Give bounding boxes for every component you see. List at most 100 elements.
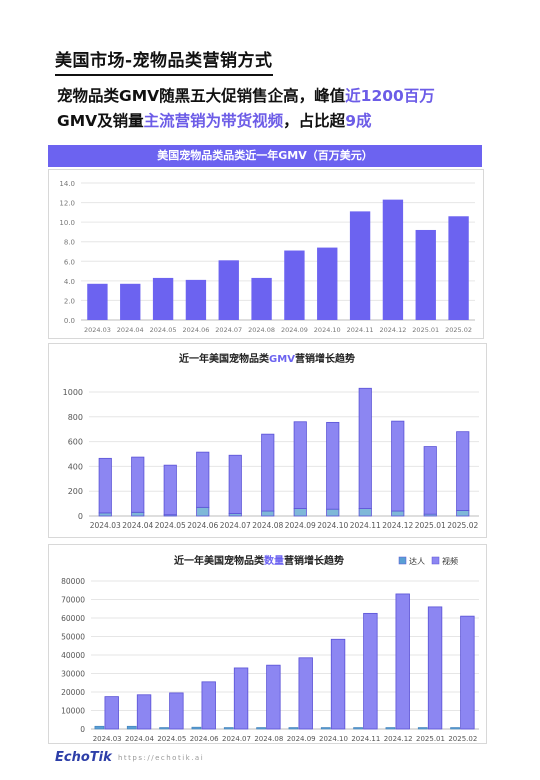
bar [349, 211, 371, 320]
x-tick-label: 2024.06 [187, 521, 218, 530]
y-tick-label: 10000 [61, 707, 85, 716]
chart2-card: 近一年美国宠物品类GMV营销增长趋势 0 200 400 600 800 1000 2024.… [48, 343, 487, 538]
bar [382, 199, 404, 320]
y-tick-label: 14.0 [59, 180, 75, 188]
x-tick-label: 2024.05 [150, 326, 177, 334]
y-tick-label: 80000 [61, 577, 85, 586]
x-tick-label: 2024.08 [254, 735, 283, 743]
y-tick-label: 50000 [61, 633, 85, 642]
y-tick-label: 800 [68, 413, 83, 422]
bar-segment-video [423, 446, 437, 515]
bar-segment-influencer [358, 508, 372, 517]
bar-video [298, 657, 313, 730]
chart3-title-part: 数量 [264, 554, 284, 567]
headline: 宠物品类GMV随黑五大促销售企高，峰值近1200百万 GMV及销量主流营销为带货… [57, 84, 497, 134]
headline-part: GMV及销量 [57, 112, 144, 130]
x-tick-label: 2024.10 [314, 326, 341, 334]
y-tick-label: 8.0 [64, 239, 75, 247]
legend-label: 视频 [442, 556, 458, 566]
bar-segment-video [326, 421, 340, 510]
headline-part: 宠物品类GMV随黑五大促销售企高，峰值 [57, 87, 346, 105]
bar-video [266, 664, 281, 730]
y-tick-label: 10.0 [59, 219, 75, 227]
chart3-title: 近一年美国宠物品类数量营销增长趋势 [174, 554, 344, 567]
bar-segment-video [456, 431, 470, 511]
bar-segment-influencer [261, 510, 275, 517]
chart2-title-part: GMV [269, 354, 295, 365]
x-tick-label: 2024.09 [281, 326, 308, 334]
x-tick-label: 2024.03 [90, 521, 121, 530]
bar-influencer [353, 727, 363, 730]
y-tick-label: 600 [68, 438, 83, 447]
x-tick-label: 2025.01 [416, 735, 445, 743]
bar-segment-video [293, 421, 307, 509]
gmv-trend-chart: 近一年美国宠物品类GMV营销增长趋势 0 200 400 600 800 1000 2024.… [63, 352, 479, 530]
bar-video [136, 694, 152, 730]
x-tick-label: 2024.12 [382, 521, 413, 530]
bar [120, 283, 141, 320]
legend-swatch [398, 556, 407, 565]
bar-influencer [159, 727, 169, 730]
bar-influencer [385, 727, 396, 730]
bar-video [395, 593, 410, 730]
x-tick-label: 2024.10 [319, 735, 348, 743]
bar-segment-video [131, 456, 145, 513]
chart1-title: 美国宠物品类品类近一年GMV（百万美元） [48, 145, 482, 167]
bar-segment-influencer [456, 510, 470, 517]
x-tick-label: 2024.04 [125, 735, 154, 743]
y-tick-label: 2.0 [64, 297, 75, 305]
y-tick-label: 400 [68, 462, 83, 471]
x-tick-label: 2025.01 [415, 521, 446, 530]
bar [218, 260, 239, 320]
y-tick-label: 0.0 [64, 317, 75, 325]
x-tick-label: 2024.08 [252, 521, 283, 530]
bar-influencer [191, 726, 202, 730]
x-tick-label: 2024.11 [350, 521, 381, 530]
x-tick-label: 2025.02 [445, 326, 472, 334]
y-tick-label: 60000 [61, 614, 85, 623]
x-tick-label: 2024.08 [248, 326, 275, 334]
bar [251, 277, 272, 320]
bar-influencer [256, 727, 266, 730]
y-tick-label: 4.0 [64, 278, 75, 286]
bar-segment-video [391, 420, 405, 512]
bar [185, 279, 207, 320]
y-tick-label: 12.0 [59, 200, 75, 208]
x-tick-label: 2025.01 [412, 326, 439, 334]
x-tick-label: 2024.11 [347, 326, 374, 334]
bar-influencer [417, 727, 428, 730]
bar-segment-influencer [293, 508, 307, 517]
bar-influencer [320, 727, 331, 730]
bar-influencer [450, 727, 460, 730]
bar-influencer [94, 725, 105, 730]
bar [152, 277, 174, 320]
x-tick-label: 2024.06 [190, 735, 219, 743]
bar-video [460, 615, 475, 730]
bar-segment-video [163, 464, 177, 516]
chart2-title-part: 近一年美国宠物品类 [179, 352, 269, 365]
legend-swatch [431, 556, 440, 565]
quantity-trend-chart: 近一年美国宠物品类数量营销增长趋势 达人 视频 0 10000 20000 30000 400… [61, 554, 479, 743]
y-tick-label: 0 [78, 512, 83, 521]
x-tick-label: 2024.04 [117, 326, 144, 334]
bar-segment-video [261, 433, 275, 512]
x-tick-label: 2024.12 [384, 735, 413, 743]
x-tick-label: 2024.09 [287, 735, 316, 743]
bar-video [330, 638, 346, 730]
gmv-bar-chart: 0.0 2.0 4.0 6.0 8.0 10.0 12.0 14.0 2024.03 2024.0… [59, 180, 475, 334]
x-tick-label: 2024.05 [155, 521, 186, 530]
x-tick-label: 2024.04 [122, 521, 153, 530]
bar-video [169, 692, 184, 730]
bar-video [427, 606, 443, 730]
bar-segment-video [196, 451, 210, 508]
x-tick-label: 2024.11 [351, 735, 380, 743]
y-tick-label: 0 [80, 725, 85, 734]
chart2-title-part: 营销增长趋势 [295, 352, 355, 365]
bar-segment-video [98, 457, 112, 514]
footer-logo: EchoTik [55, 750, 112, 765]
bar-segment-influencer [98, 512, 112, 517]
bar-segment-video [228, 454, 242, 514]
y-tick-label: 70000 [61, 596, 85, 605]
y-tick-label: 200 [68, 487, 83, 496]
bar-influencer [223, 727, 234, 730]
